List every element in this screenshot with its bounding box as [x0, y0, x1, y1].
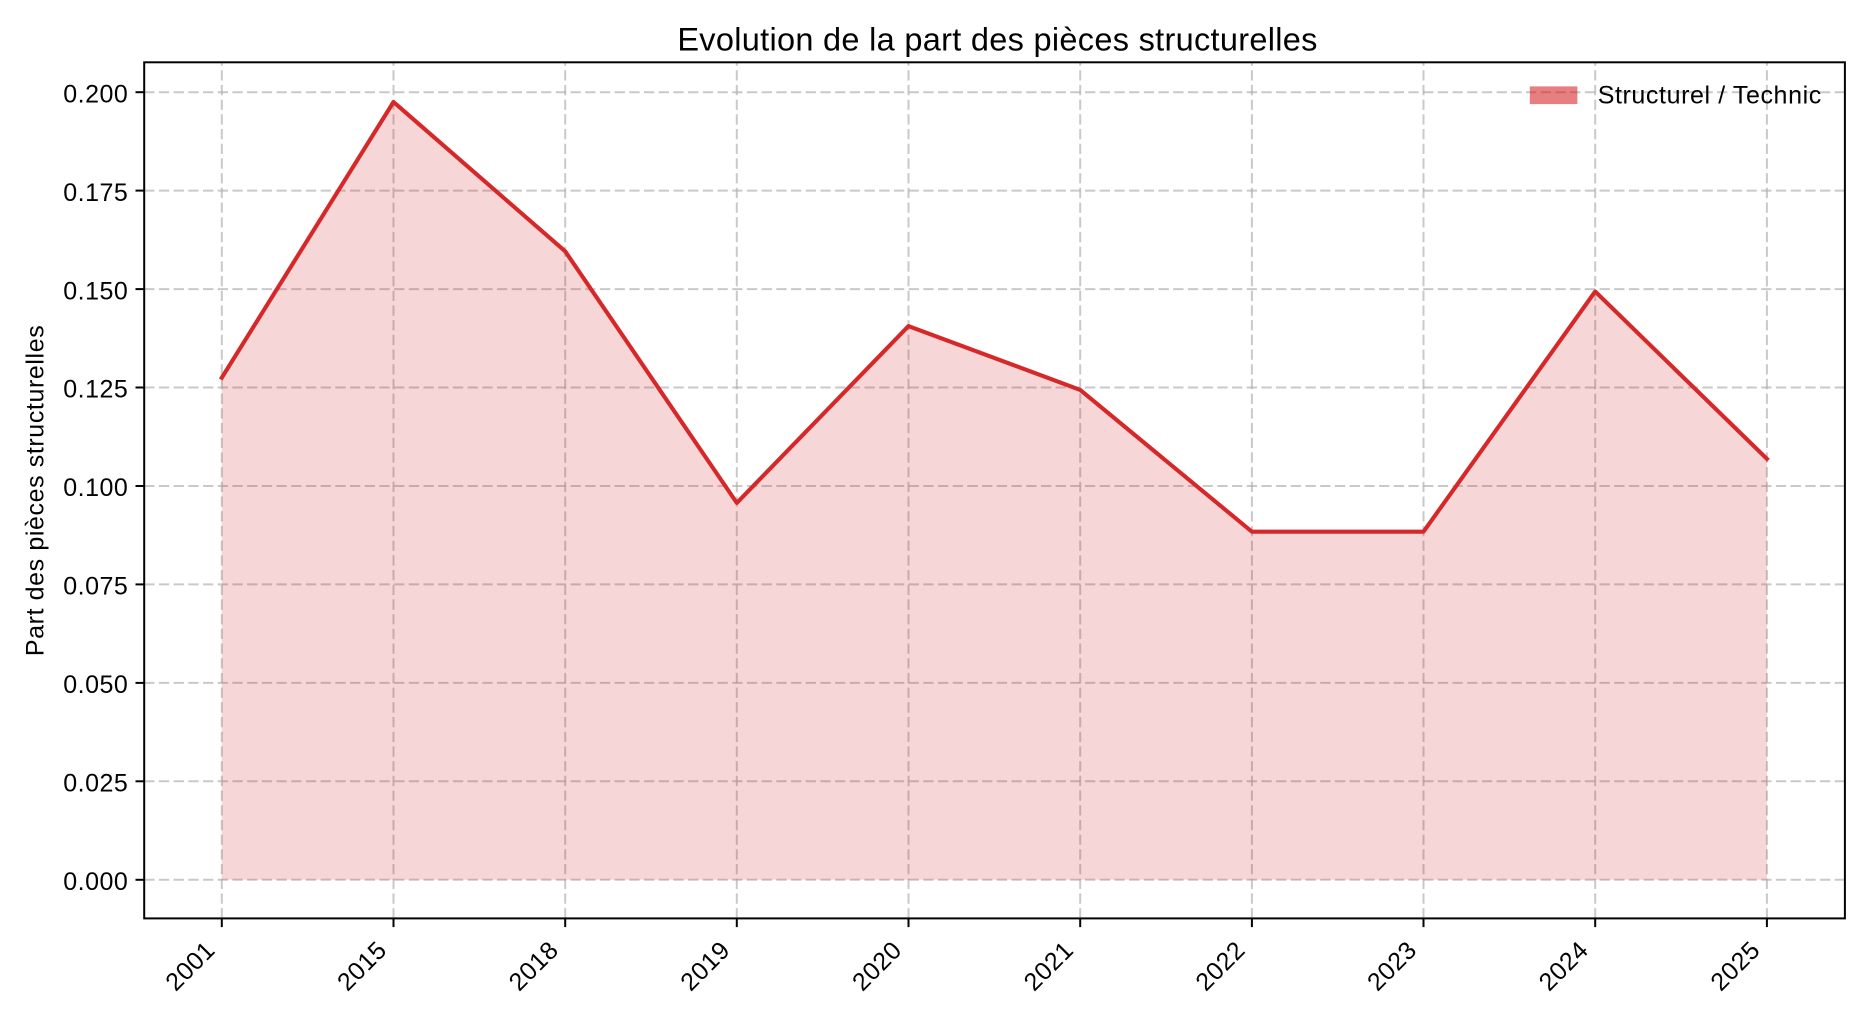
svg-text:0.000: 0.000 [63, 868, 128, 896]
svg-text:Part des pièces structurelles: Part des pièces structurelles [22, 325, 50, 656]
svg-text:0.150: 0.150 [63, 277, 128, 305]
svg-text:0.075: 0.075 [63, 573, 128, 601]
svg-text:Structurel / Technic: Structurel / Technic [1598, 82, 1822, 110]
svg-text:0.050: 0.050 [63, 671, 128, 699]
svg-text:0.175: 0.175 [63, 179, 128, 207]
svg-text:0.100: 0.100 [63, 474, 128, 502]
svg-text:0.125: 0.125 [63, 376, 128, 404]
svg-text:0.025: 0.025 [63, 770, 128, 798]
svg-text:Evolution de la part des pièce: Evolution de la part des pièces structur… [677, 22, 1317, 58]
svg-text:0.200: 0.200 [63, 80, 128, 108]
